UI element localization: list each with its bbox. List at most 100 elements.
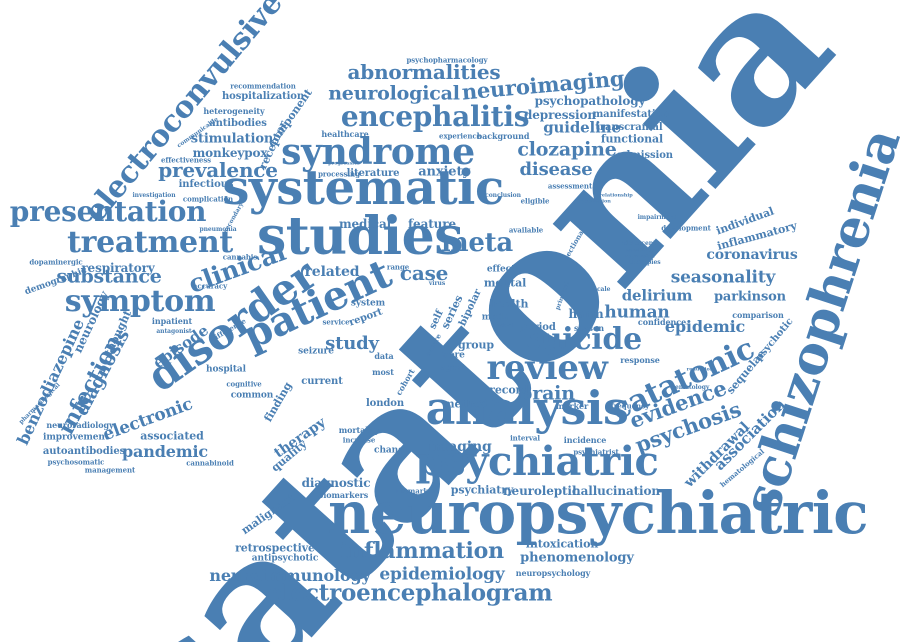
- word-neuroleptic: neuroleptic: [502, 484, 580, 498]
- word-therapies: therapies: [629, 259, 661, 266]
- word-eligible: eligible: [520, 196, 550, 206]
- word-depression: depression: [524, 108, 596, 122]
- word-sensitivity: sensitivity: [625, 247, 655, 254]
- word-regression: regression: [625, 253, 655, 260]
- word-psychiatry: psychiatry: [450, 483, 514, 497]
- word-medical: medical: [338, 217, 392, 231]
- word-available: available: [508, 225, 544, 235]
- word-disease: disease: [519, 159, 593, 180]
- word-human: human: [604, 302, 670, 323]
- word-hematology: hematology: [670, 384, 710, 391]
- word-complication: complication: [182, 194, 234, 204]
- word-pneumonia: pneumonia: [199, 226, 237, 233]
- word-guideline: guideline: [543, 118, 621, 137]
- word-infectious: infectious: [178, 179, 234, 190]
- word-conclusion: conclusion: [485, 192, 521, 199]
- word-manifestation: manifestation: [592, 109, 670, 120]
- word-mental: mental: [483, 276, 527, 290]
- word-antipsychotic: antipsychotic: [251, 553, 319, 564]
- word-method: method: [442, 397, 490, 411]
- word-delirium: delirium: [621, 286, 693, 305]
- word-management: management: [84, 465, 136, 475]
- word-pandemic: pandemic: [121, 442, 209, 461]
- word-feature: feature: [408, 217, 456, 231]
- word-associated: associated: [140, 429, 204, 443]
- word-investigation: investigation: [132, 192, 176, 199]
- word-neuroradiology: neuroradiology: [46, 420, 114, 430]
- word-functional: functional: [600, 132, 664, 146]
- word-model: model: [481, 312, 513, 323]
- word-record: record: [489, 383, 529, 397]
- word-brain: brain: [519, 382, 575, 405]
- word-substance: substance: [56, 265, 162, 288]
- word-phenomenology: phenomenology: [520, 550, 634, 566]
- word-mortality: mortality: [338, 425, 380, 435]
- word-assessment: assessment: [547, 181, 593, 191]
- word-development: development: [661, 223, 711, 233]
- word-current: current: [301, 376, 343, 387]
- word-seasonality: seasonality: [670, 267, 776, 288]
- word-common: common: [230, 390, 274, 401]
- word-effectiveness: effectiveness: [160, 155, 212, 165]
- word-admission: admission: [617, 150, 673, 161]
- word-neuropsychology: neuropsychology: [515, 568, 591, 578]
- word-interval: interval: [510, 433, 540, 443]
- word-accuracy: accuracy: [192, 281, 228, 291]
- word-antagonist: antagonist: [156, 328, 192, 335]
- word-improvement: improvement: [43, 432, 109, 443]
- word-intoxication: intoxication: [525, 537, 599, 551]
- word-dopaminergic: dopaminergic: [29, 257, 83, 267]
- word-reduction: reduction: [686, 366, 714, 373]
- word-service: service: [322, 317, 350, 327]
- word-diagnostic: diagnostic: [301, 476, 371, 490]
- word-coronavirus: coronavirus: [706, 247, 798, 263]
- word-symptom: symptom: [64, 284, 216, 319]
- word-range: range: [386, 262, 410, 272]
- word-respiratory: respiratory: [81, 261, 155, 275]
- word-period: period: [520, 322, 556, 333]
- word-psychosomatic: psychosomatic: [47, 457, 105, 467]
- word-adolescent: adolescent: [620, 240, 656, 247]
- word-healthcare: healthcare: [321, 129, 369, 139]
- word-electroencephalogram: electroencephalogram: [267, 579, 553, 607]
- word-response: response: [620, 355, 660, 365]
- word-biomarkers: biomarkers: [317, 490, 369, 500]
- word-relationship: relationship: [599, 192, 633, 199]
- word-harm: harm: [568, 307, 604, 321]
- word-clozapine: clozapine: [517, 138, 617, 161]
- word-seizure: seizure: [298, 346, 334, 357]
- word-experience: experience: [439, 131, 481, 141]
- word-suicide: suicide: [524, 322, 642, 357]
- word-processing: processing: [318, 169, 360, 179]
- word-scale: scale: [593, 286, 611, 293]
- word-psychiatric: psychiatric: [415, 438, 659, 485]
- word-parkinson: parkinson: [713, 289, 787, 305]
- word-autoantibodies: autoantibodies: [42, 446, 126, 457]
- word-study: study: [325, 333, 379, 354]
- word-london: london: [365, 398, 405, 409]
- word-epidemic: epidemic: [664, 317, 746, 336]
- word-inpatient: inpatient: [151, 316, 193, 326]
- word-frequency: frequency: [610, 401, 650, 411]
- word-retrospective: retrospective: [235, 541, 315, 555]
- word-virus: virus: [428, 280, 446, 287]
- word-biomarker: biomarker: [395, 486, 437, 496]
- word-marker: marker: [555, 401, 589, 411]
- word-analysis: analysis: [425, 381, 629, 435]
- word-encephalitis: encephalitis: [340, 100, 530, 133]
- word-neuroimmunology: neuroimmunology: [209, 566, 371, 585]
- word-stimulation: stimulation: [190, 131, 274, 147]
- word-psychopathology: psychopathology: [534, 94, 646, 108]
- word-hospitalization: hospitalization: [221, 91, 305, 102]
- word-progressive: progressive: [328, 160, 360, 167]
- word-population: population: [581, 198, 611, 205]
- word-incidence: incidence: [563, 435, 607, 445]
- word-hallucination: hallucination: [572, 484, 660, 498]
- word-monkeypox: monkeypox: [192, 146, 268, 160]
- word-effect: effect: [486, 264, 516, 275]
- word-cannabinoid: cannabinoid: [186, 458, 234, 468]
- word-more: more: [439, 350, 465, 361]
- word-studies: studies: [257, 206, 463, 267]
- word-impairment: impairment: [637, 214, 677, 221]
